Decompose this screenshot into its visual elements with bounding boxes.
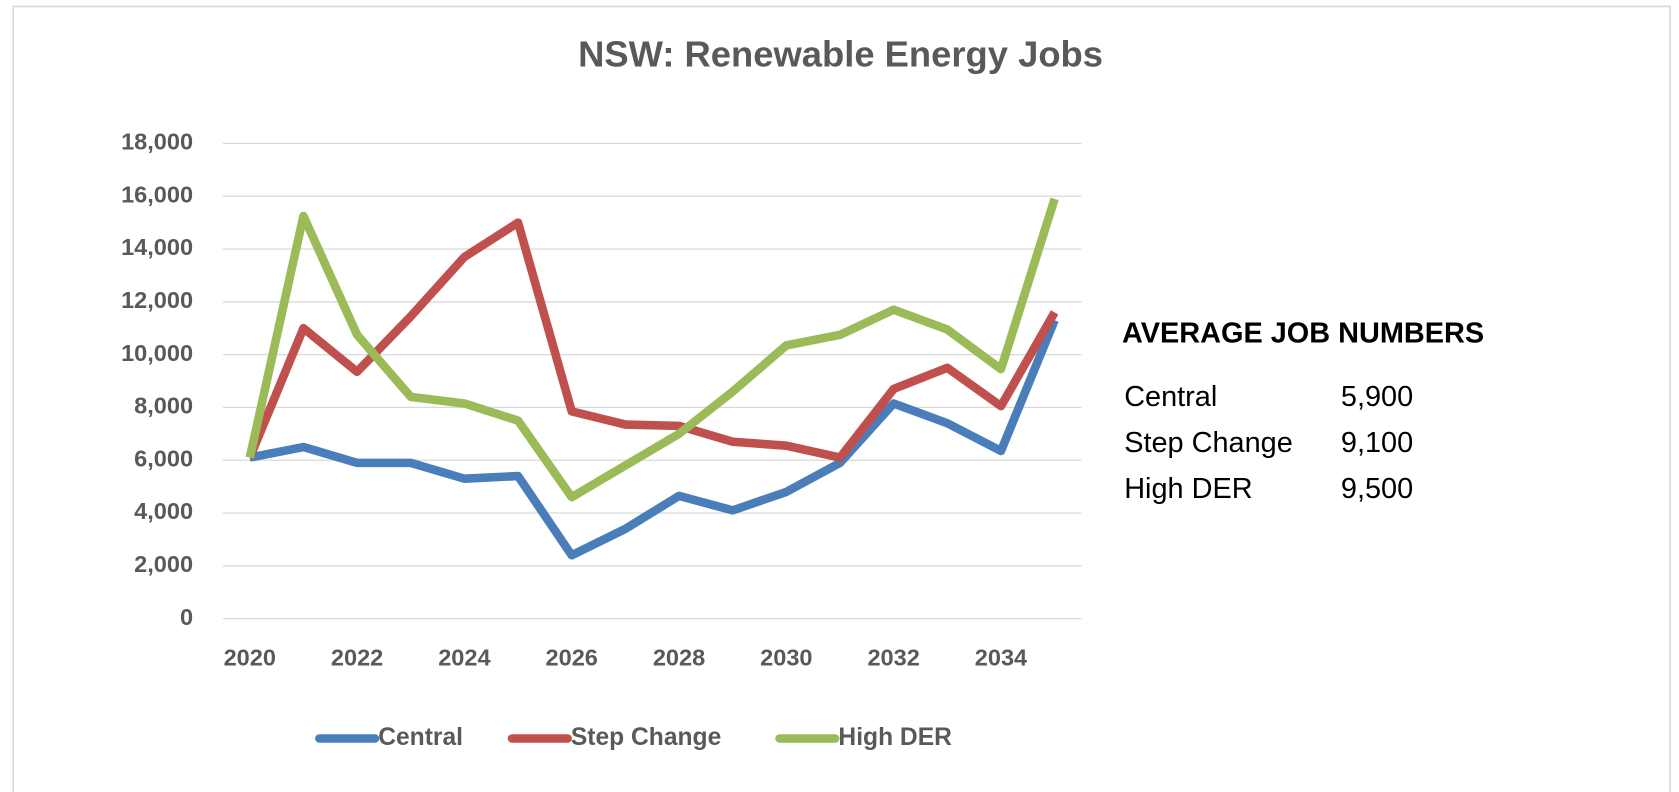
- x-tick-label: 2022: [331, 645, 383, 671]
- side-row-value: 9,100: [1341, 427, 1413, 459]
- y-tick-label: 8,000: [134, 393, 193, 419]
- y-tick-label: 6,000: [134, 445, 193, 471]
- side-row-name: Central: [1124, 381, 1217, 413]
- side-row-name: High DER: [1124, 473, 1252, 505]
- y-tick-label: 0: [180, 604, 193, 630]
- legend-label: High DER: [838, 724, 952, 751]
- series-line: [245, 218, 1059, 462]
- x-tick-label: 2020: [224, 645, 276, 671]
- side-row-value: 9,500: [1341, 473, 1413, 505]
- chart-title: NSW: Renewable Energy Jobs: [578, 33, 1103, 74]
- y-tick-label: 18,000: [121, 129, 193, 155]
- y-tick-label: 4,000: [134, 498, 193, 524]
- y-tick-label: 16,000: [121, 181, 193, 207]
- x-tick-label: 2028: [653, 645, 705, 671]
- series-line: [245, 197, 1059, 502]
- y-tick-label: 10,000: [121, 340, 193, 366]
- series-line: [248, 318, 1059, 560]
- legend-label: Central: [378, 724, 463, 751]
- side-title: AVERAGE JOB NUMBERS: [1122, 318, 1484, 350]
- y-tick-label: 2,000: [134, 551, 193, 577]
- x-tick-label: 2030: [760, 645, 812, 671]
- x-tick-label: 2034: [975, 645, 1027, 671]
- y-tick-label: 12,000: [121, 287, 193, 313]
- x-tick-label: 2024: [438, 645, 490, 671]
- x-tick-label: 2026: [546, 645, 598, 671]
- legend-label: Step Change: [571, 724, 721, 751]
- y-tick-label: 14,000: [121, 234, 193, 260]
- side-row-value: 5,900: [1341, 381, 1413, 413]
- chart-frame: [12, 5, 1671, 792]
- side-row-name: Step Change: [1124, 427, 1293, 459]
- x-tick-label: 2032: [867, 645, 919, 671]
